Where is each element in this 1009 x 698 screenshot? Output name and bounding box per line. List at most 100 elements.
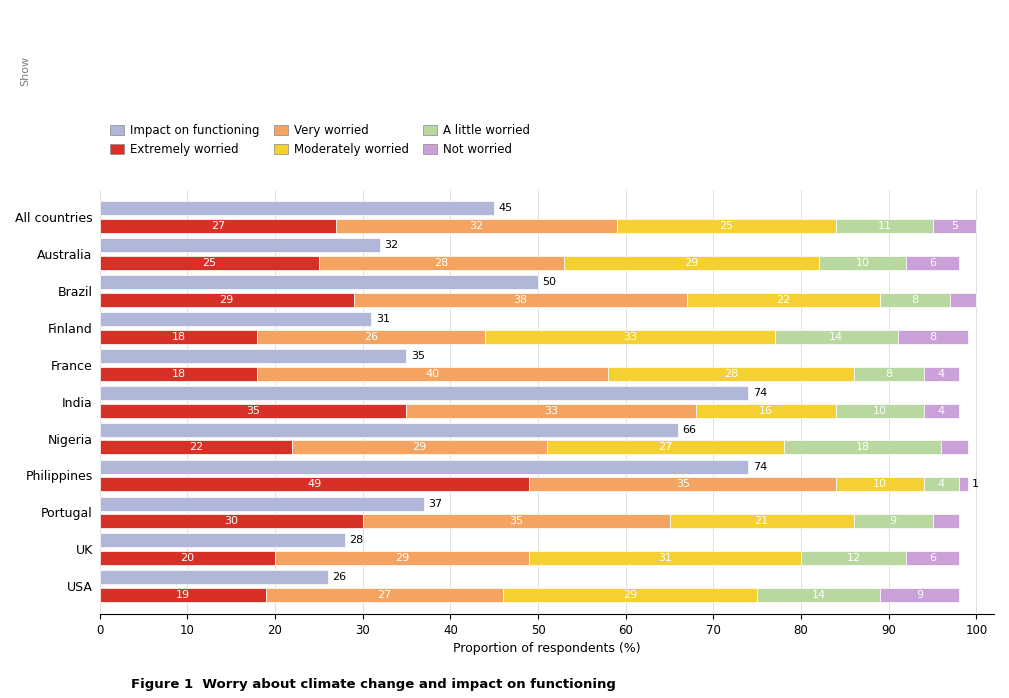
Bar — [100, 256, 319, 270]
Text: 10: 10 — [856, 258, 870, 268]
Text: Figure 1  Worry about climate change and impact on functioning: Figure 1 Worry about climate change and … — [131, 678, 616, 691]
Bar — [775, 329, 898, 344]
Bar — [696, 403, 836, 417]
Text: 11: 11 — [878, 221, 891, 231]
Text: 66: 66 — [683, 425, 696, 435]
X-axis label: Proportion of respondents (%): Proportion of respondents (%) — [453, 642, 641, 655]
Text: 8: 8 — [911, 295, 918, 305]
Bar — [362, 514, 670, 528]
Bar — [950, 293, 977, 307]
Bar — [564, 256, 818, 270]
Text: 74: 74 — [753, 388, 767, 398]
Bar — [836, 477, 924, 491]
Text: 31: 31 — [375, 314, 389, 324]
Bar — [924, 366, 959, 380]
Bar — [547, 440, 784, 454]
Text: 4: 4 — [937, 480, 945, 489]
Text: 25: 25 — [202, 258, 216, 268]
Text: 22: 22 — [776, 295, 791, 305]
Bar — [407, 403, 696, 417]
Bar — [100, 403, 407, 417]
Bar — [530, 477, 836, 491]
Bar — [100, 551, 274, 565]
Text: 30: 30 — [224, 517, 238, 526]
Bar — [100, 459, 749, 474]
Bar — [530, 551, 801, 565]
Text: 28: 28 — [349, 535, 363, 545]
Bar — [801, 551, 906, 565]
Text: 25: 25 — [719, 221, 734, 231]
Text: 45: 45 — [498, 203, 513, 214]
Text: 32: 32 — [469, 221, 483, 231]
Bar — [757, 588, 880, 602]
Bar — [924, 403, 959, 417]
Bar — [100, 477, 530, 491]
Text: 9: 9 — [890, 517, 897, 526]
Bar — [257, 366, 608, 380]
Bar — [836, 403, 924, 417]
Text: 35: 35 — [246, 406, 260, 415]
Bar — [100, 293, 354, 307]
Bar — [836, 219, 932, 233]
Bar — [502, 588, 757, 602]
Text: 28: 28 — [435, 258, 449, 268]
Bar — [100, 514, 362, 528]
Text: 4: 4 — [937, 406, 945, 415]
Bar — [100, 496, 424, 510]
Text: 26: 26 — [332, 572, 346, 582]
Text: 40: 40 — [426, 369, 440, 379]
Text: 10: 10 — [873, 406, 887, 415]
Text: 21: 21 — [755, 517, 769, 526]
Bar — [266, 588, 502, 602]
Text: 37: 37 — [429, 498, 443, 509]
Bar — [257, 329, 485, 344]
Text: 18: 18 — [172, 332, 186, 342]
Text: 29: 29 — [413, 443, 427, 452]
Bar — [100, 366, 257, 380]
Bar — [616, 219, 836, 233]
Text: 22: 22 — [189, 443, 203, 452]
Text: 18: 18 — [856, 443, 870, 452]
Text: 29: 29 — [684, 258, 698, 268]
Text: 38: 38 — [514, 295, 528, 305]
Bar — [274, 551, 530, 565]
Bar — [932, 514, 959, 528]
Bar — [100, 588, 266, 602]
Bar — [100, 312, 371, 326]
Bar — [670, 514, 854, 528]
Text: Show: Show — [20, 56, 30, 86]
Bar — [906, 551, 959, 565]
Bar — [336, 219, 616, 233]
Text: 14: 14 — [811, 590, 825, 600]
Text: 16: 16 — [759, 406, 773, 415]
Text: 35: 35 — [510, 517, 523, 526]
Text: 5: 5 — [951, 221, 958, 231]
Text: 4: 4 — [937, 369, 945, 379]
Bar — [924, 477, 959, 491]
Text: 12: 12 — [847, 553, 861, 563]
Text: 26: 26 — [364, 332, 378, 342]
Text: 8: 8 — [885, 369, 892, 379]
Bar — [906, 256, 959, 270]
Text: 6: 6 — [929, 258, 936, 268]
Bar — [687, 293, 880, 307]
Bar — [319, 256, 564, 270]
Bar — [880, 293, 950, 307]
Text: 49: 49 — [308, 480, 322, 489]
Text: 14: 14 — [829, 332, 844, 342]
Bar — [100, 202, 494, 216]
Text: 1: 1 — [972, 480, 979, 489]
Text: 35: 35 — [676, 480, 690, 489]
Text: 50: 50 — [543, 277, 556, 287]
Bar — [854, 514, 932, 528]
Bar — [100, 570, 328, 584]
Bar — [100, 423, 678, 437]
Bar — [818, 256, 906, 270]
Bar — [100, 386, 749, 400]
Bar — [485, 329, 775, 344]
Text: 28: 28 — [723, 369, 738, 379]
Bar — [784, 440, 941, 454]
Bar — [100, 219, 336, 233]
Legend: Impact on functioning, Extremely worried, Very worried, Moderately worried, A li: Impact on functioning, Extremely worried… — [106, 119, 535, 161]
Text: 29: 29 — [220, 295, 234, 305]
